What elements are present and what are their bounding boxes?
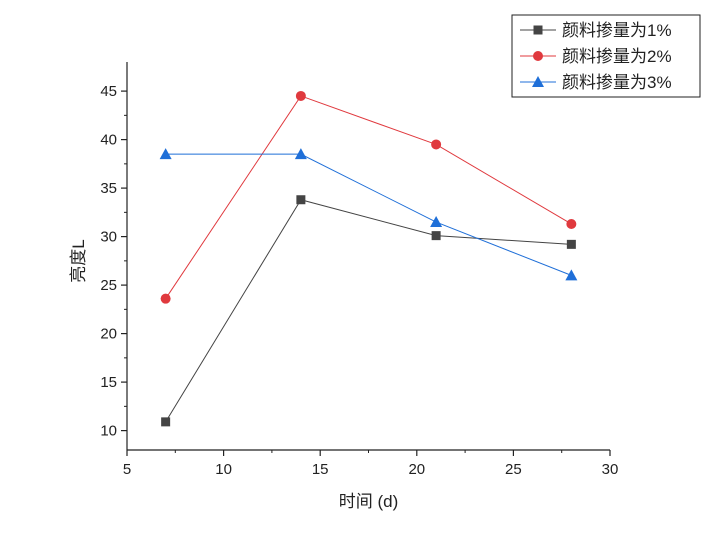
x-tick-label-10: 10 [215,461,232,478]
data-point-s2-3 [431,139,442,150]
y-tick-label-20: 20 [100,326,117,343]
series-line-1 [165,199,572,423]
legend-label-1: 颜料掺量为1% [562,21,672,40]
y-tick-label-25: 25 [100,277,117,294]
series-2 [160,90,577,304]
data-point-s3-4 [565,269,578,281]
series-line-2 [165,95,572,299]
y-tick-label-40: 40 [100,132,117,149]
legend: 颜料掺量为1% 颜料掺量为2% 颜料掺量为3% [511,14,701,98]
y-axis-title: 亮度L [69,239,88,282]
series-line-3 [165,153,572,276]
x-axis-title: 时间 (d) [339,492,399,511]
axes: 5 10 15 20 25 30 10 15 20 25 30 35 40 45 [100,62,618,478]
legend-label-2: 颜料掺量为2% [562,47,672,66]
data-point-s3-2 [294,148,307,160]
x-tick-label-25: 25 [505,461,522,478]
y-tick-label-10: 10 [100,423,117,440]
series-layer [159,90,578,427]
data-point-s2-4 [566,218,577,229]
legend-marker-3 [532,76,544,87]
x-tick-label-30: 30 [602,461,619,478]
data-point-s1-3 [431,231,441,241]
data-point-s1-4 [566,239,576,249]
y-tick-label-15: 15 [100,374,117,391]
legend-marker-2 [533,51,543,61]
legend-label-3: 颜料掺量为3% [562,73,672,92]
x-tick-label-5: 5 [123,461,131,478]
data-point-s2-2 [295,90,306,101]
series-3 [159,148,578,281]
data-point-s2-1 [160,293,171,304]
legend-marker-1 [533,25,543,35]
x-tick-label-20: 20 [408,461,425,478]
data-point-s3-1 [159,148,172,160]
data-point-s1-2 [296,195,306,205]
y-tick-label-45: 45 [100,83,117,100]
series-1 [161,195,576,427]
data-point-s3-3 [430,216,443,228]
data-point-s1-1 [161,417,171,427]
x-tick-label-15: 15 [312,461,329,478]
y-tick-label-35: 35 [100,180,117,197]
y-tick-label-30: 30 [100,229,117,246]
